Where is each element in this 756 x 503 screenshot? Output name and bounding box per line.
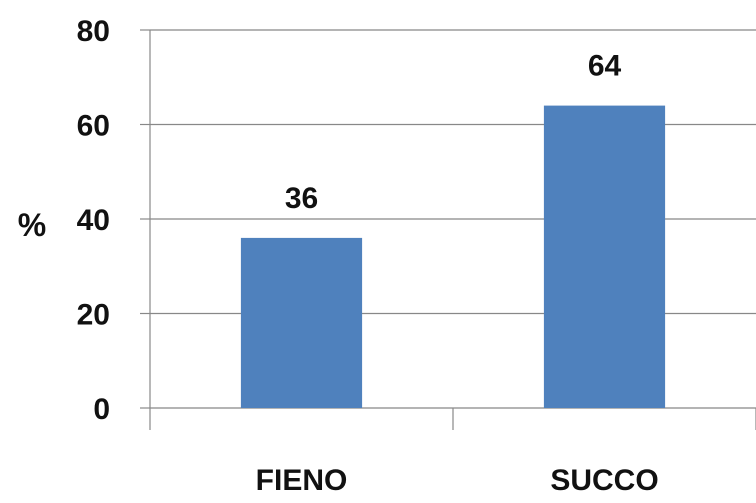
x-tick-label: FIENO bbox=[256, 464, 348, 497]
y-tick-label: 40 bbox=[77, 204, 110, 237]
y-tick-label: 0 bbox=[93, 393, 110, 426]
data-label: 64 bbox=[588, 50, 622, 83]
y-axis-label: % bbox=[18, 207, 46, 243]
y-tick-label: 60 bbox=[77, 110, 110, 143]
data-label: 36 bbox=[285, 182, 318, 215]
x-tick-labels: FIENO SUCCO bbox=[256, 464, 659, 497]
bars bbox=[240, 105, 666, 408]
y-tick-labels: 0 20 40 60 80 bbox=[77, 15, 110, 426]
y-tick-label: 20 bbox=[77, 299, 110, 332]
data-labels: 36 64 bbox=[285, 50, 622, 215]
bar-succo bbox=[543, 105, 666, 408]
bar-fieno bbox=[240, 237, 363, 408]
x-tick-label: SUCCO bbox=[550, 464, 658, 497]
y-tick-label: 80 bbox=[77, 15, 110, 48]
